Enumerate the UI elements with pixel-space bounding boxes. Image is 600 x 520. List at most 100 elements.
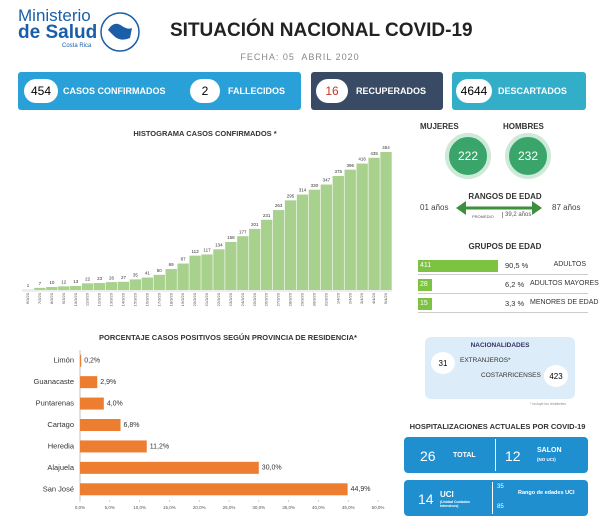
discarded-value: 4644 <box>456 79 492 103</box>
x-tick-label: 22/3/20 <box>216 292 221 306</box>
value-label: 0,2% <box>84 358 100 365</box>
x-tick-label: 12/3/20 <box>97 292 102 306</box>
logo-map <box>108 23 132 40</box>
value-label: 27 <box>121 275 127 280</box>
x-tick-label: 40,0% <box>312 505 325 510</box>
sex-label: HOMBRES <box>503 122 544 131</box>
value-label: 201 <box>251 222 259 227</box>
footnote: * Incluye los residentes <box>530 402 566 406</box>
bar <box>284 200 297 290</box>
divider <box>492 482 493 514</box>
bar <box>308 189 321 290</box>
bar <box>213 249 225 290</box>
bar <box>189 255 201 290</box>
bar <box>356 163 368 290</box>
value-label: 1 <box>27 283 30 288</box>
x-tick-label: 20,0% <box>193 505 206 510</box>
value-label: 23 <box>97 276 103 281</box>
x-tick-label: 23/3/20 <box>228 292 233 306</box>
value-label: 113 <box>191 249 199 254</box>
foreigners-value: 31 <box>431 352 455 374</box>
deaths-value: 2 <box>190 79 220 103</box>
age-max: 87 años <box>552 203 581 212</box>
divider <box>418 293 588 294</box>
section-title: HOSPITALIZACIONES ACTUALES POR COVID-19 <box>409 422 586 431</box>
nationals-value: 423 <box>544 365 568 387</box>
divider <box>495 439 496 471</box>
value-label: 416 <box>358 157 366 162</box>
x-tick-label: 10/3/20 <box>73 292 78 306</box>
x-tick-label: 15,0% <box>163 505 176 510</box>
bar <box>272 210 285 290</box>
x-tick-label: 26/3/20 <box>264 292 269 306</box>
section-title: GRUPOS DE EDAD <box>468 242 542 251</box>
x-tick-label: 8/3/20 <box>49 292 54 304</box>
org-name: Ministerio <box>18 6 91 25</box>
value-label: 134 <box>215 242 223 247</box>
value-label: 117 <box>203 248 211 253</box>
uci-age-min: 35 <box>497 484 504 490</box>
x-tick-label: 11/3/20 <box>85 292 90 306</box>
value-label: 10 <box>49 280 55 285</box>
value-label: 454 <box>382 145 390 150</box>
x-tick-label: 1/4/20 <box>335 292 340 304</box>
total-value: 26 <box>420 448 436 464</box>
x-tick-label: 7/3/20 <box>37 292 42 304</box>
page-title: SITUACIÓN NACIONAL COVID-19 <box>170 20 473 41</box>
age-min: 01 años <box>420 203 449 212</box>
x-tick-label: 30/3/20 <box>311 292 316 306</box>
divider <box>418 312 588 313</box>
value-label: 314 <box>299 188 307 193</box>
value-label: 2,9% <box>100 379 116 386</box>
salon-label: SALON <box>537 447 562 454</box>
hospital-box <box>404 437 588 473</box>
uci-age-max: 85 <box>497 504 504 510</box>
logo-emblem <box>100 12 140 52</box>
value-label: 13 <box>73 279 79 284</box>
bar <box>249 228 261 290</box>
bar <box>117 281 130 290</box>
value-label: 4,0% <box>107 400 123 407</box>
age-percent: 3,3 % <box>505 299 525 308</box>
avg-value: 39,2 años <box>502 212 531 218</box>
x-tick-label: 25,0% <box>223 505 236 510</box>
category-label: Puntarenas <box>36 399 75 408</box>
recovered-value: 16 <box>316 79 348 103</box>
x-tick-label: 20/3/20 <box>192 292 197 306</box>
x-tick-label: 16/3/20 <box>144 292 149 306</box>
bar <box>80 483 348 496</box>
value-label: 435 <box>370 151 378 156</box>
chart-title: HISTOGRAMA CASOS CONFIRMADOS * <box>133 129 276 138</box>
section-title: NACIONALIDADES <box>470 342 530 349</box>
bar <box>332 176 344 290</box>
bar <box>165 269 177 290</box>
bar <box>320 184 333 290</box>
bar <box>105 282 118 290</box>
x-tick-label: 30,0% <box>252 505 265 510</box>
x-tick-label: 27/3/20 <box>276 292 281 306</box>
value-label: 263 <box>275 203 283 208</box>
men-value: 232 <box>505 133 551 179</box>
value-label: 69 <box>169 262 175 267</box>
x-tick-label: 4/4/20 <box>371 292 376 304</box>
value-label: 11,2% <box>150 443 169 450</box>
value-label: 6,8% <box>124 422 140 429</box>
uci-label: UCI <box>440 490 454 499</box>
bar <box>225 241 237 290</box>
bar <box>80 440 147 453</box>
value-label: 7 <box>39 281 42 286</box>
date: FECHA: 05 ABRIL 2020 <box>240 52 360 62</box>
age-count: 15 <box>418 298 432 310</box>
category-label: Cartago <box>47 420 74 429</box>
value-label: 375 <box>335 169 343 174</box>
value-label: 177 <box>239 229 247 234</box>
value-label: 295 <box>287 194 295 199</box>
x-tick-label: 24/3/20 <box>240 292 245 306</box>
value-label: 50 <box>157 268 163 273</box>
bar <box>80 397 104 410</box>
x-tick-label: 5/4/20 <box>383 292 388 304</box>
age-count: 411 <box>418 260 434 272</box>
value-label: 30,0% <box>262 465 282 472</box>
bar <box>80 376 98 389</box>
